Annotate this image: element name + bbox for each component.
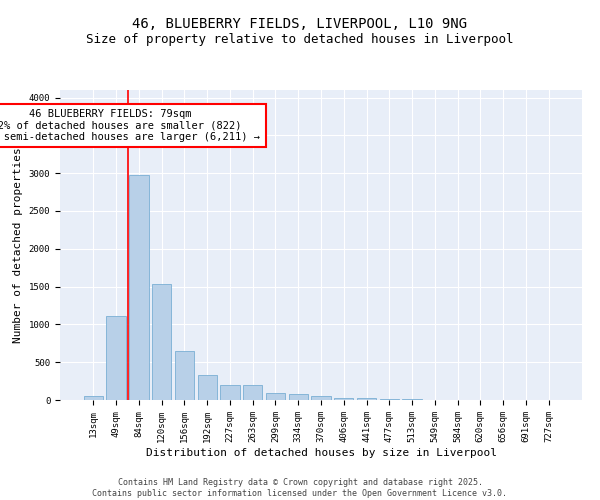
Bar bbox=[84, 396, 103, 400]
Bar bbox=[403, 399, 422, 400]
Bar bbox=[334, 398, 353, 400]
Bar bbox=[311, 396, 331, 400]
Bar bbox=[357, 398, 376, 400]
Bar bbox=[175, 351, 194, 400]
Text: 46 BLUEBERRY FIELDS: 79sqm
← 12% of detached houses are smaller (822)
88% of sem: 46 BLUEBERRY FIELDS: 79sqm ← 12% of deta… bbox=[0, 109, 260, 142]
Bar bbox=[106, 316, 126, 400]
Text: Size of property relative to detached houses in Liverpool: Size of property relative to detached ho… bbox=[86, 32, 514, 46]
Text: Contains HM Land Registry data © Crown copyright and database right 2025.
Contai: Contains HM Land Registry data © Crown c… bbox=[92, 478, 508, 498]
Bar bbox=[220, 386, 239, 400]
Bar bbox=[129, 176, 149, 400]
Bar bbox=[266, 393, 285, 400]
Bar bbox=[243, 386, 262, 400]
Bar bbox=[380, 399, 399, 400]
Text: 46, BLUEBERRY FIELDS, LIVERPOOL, L10 9NG: 46, BLUEBERRY FIELDS, LIVERPOOL, L10 9NG bbox=[133, 18, 467, 32]
Bar bbox=[197, 375, 217, 400]
X-axis label: Distribution of detached houses by size in Liverpool: Distribution of detached houses by size … bbox=[146, 448, 497, 458]
Bar bbox=[152, 284, 172, 400]
Bar bbox=[289, 394, 308, 400]
Y-axis label: Number of detached properties: Number of detached properties bbox=[13, 147, 23, 343]
